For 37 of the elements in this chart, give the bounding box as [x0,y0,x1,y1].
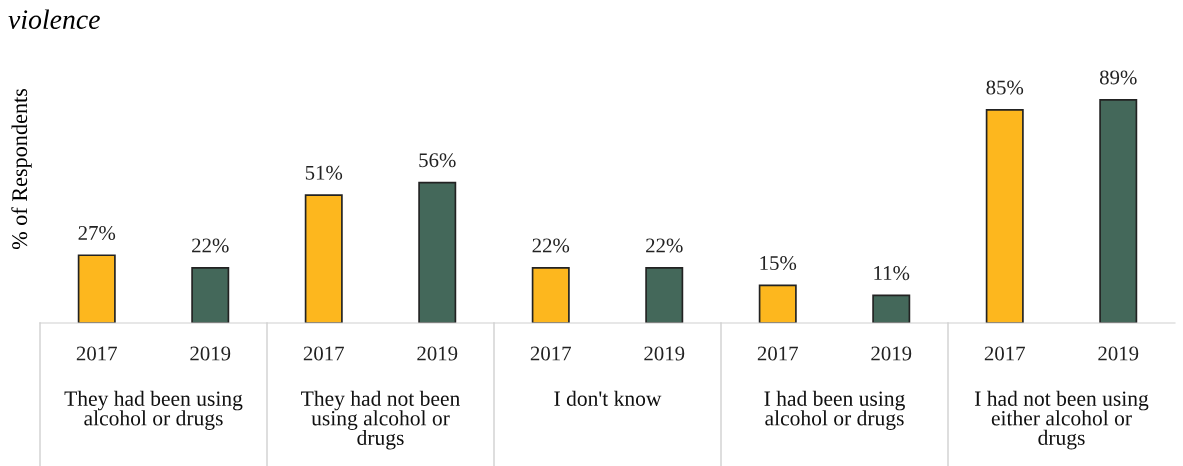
data-label: 22% [532,238,570,253]
text: I had not been using either alcohol or drugs [974,390,1149,450]
bar [531,266,570,323]
bar [645,266,684,323]
bar [758,284,797,323]
data-label: 22% [192,238,229,253]
data-label: 11% [874,266,910,281]
data-label: 22% [646,238,683,253]
bar [872,294,911,323]
data-label: 85% [986,80,1024,95]
x-tick-label: 2017 [76,346,117,361]
text: They had been using alcohol or drugs [64,390,243,430]
data-label: 89% [1099,70,1137,85]
x-tick-label: 2017 [757,346,798,361]
data-label: 15% [760,255,797,271]
x-tick-label: 2019 [417,346,458,361]
x-tick-label: 2017 [984,346,1025,361]
x-tick-label: 2019 [1098,346,1139,361]
text: I don't know [554,390,662,406]
bar [304,194,343,323]
x-tick-label: 2017 [303,346,344,361]
x-tick-label: 2019 [190,346,231,361]
bar [191,266,230,323]
y-axis-title: % of Respondents [11,88,32,250]
text: They had not been using alcohol or drugs [301,390,460,450]
x-tick-label: 2019 [644,346,685,361]
bar [1099,98,1138,323]
x-tick-label: 2017 [530,346,571,361]
data-label: 56% [419,153,456,168]
bar [985,109,1024,323]
text: I had been using alcohol or drugs [764,390,905,430]
bar [418,181,457,323]
x-tick-label: 2019 [871,346,912,361]
data-label: 27% [78,225,116,241]
data-label: 51% [305,165,343,180]
chart-title: violence [8,9,100,29]
bar [77,254,116,323]
